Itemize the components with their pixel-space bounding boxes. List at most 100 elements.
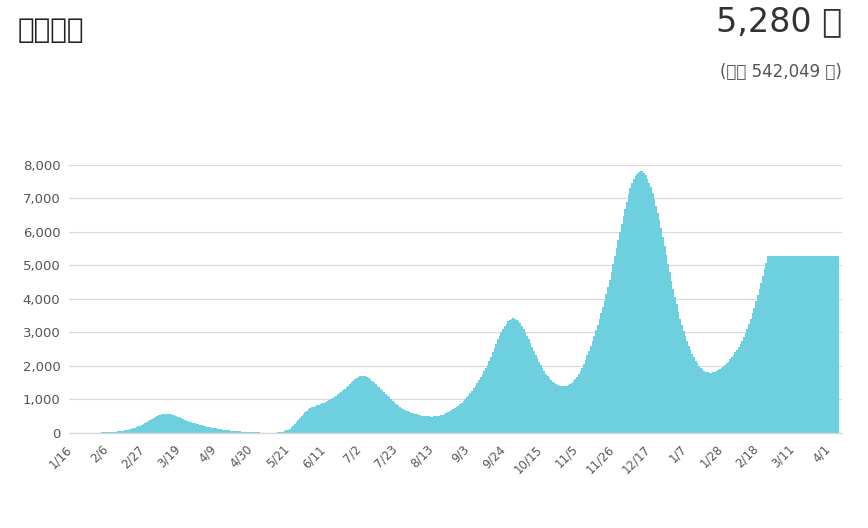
Bar <box>328 400 330 433</box>
Bar <box>289 429 291 433</box>
Bar <box>610 272 612 433</box>
Bar <box>478 380 480 433</box>
Bar <box>237 431 239 433</box>
Bar <box>552 382 554 433</box>
Bar <box>235 431 237 433</box>
Bar <box>345 388 347 433</box>
Bar <box>671 281 673 433</box>
Bar <box>430 417 431 433</box>
Bar <box>435 416 437 433</box>
Bar <box>218 429 220 433</box>
Bar <box>585 360 587 433</box>
Bar <box>392 401 394 433</box>
Bar <box>242 432 244 433</box>
Bar <box>590 346 592 433</box>
Bar <box>363 376 365 433</box>
Bar <box>358 377 359 433</box>
Bar <box>466 398 468 433</box>
Bar <box>354 379 356 433</box>
Bar <box>450 410 452 433</box>
Bar <box>582 367 583 433</box>
Bar <box>377 385 378 433</box>
Bar <box>648 183 650 433</box>
Bar <box>524 332 526 433</box>
Bar <box>168 413 170 433</box>
Bar <box>403 409 404 433</box>
Bar <box>227 430 228 433</box>
Bar <box>335 395 337 433</box>
Bar <box>134 428 135 433</box>
Bar <box>444 414 445 433</box>
Bar <box>464 399 466 433</box>
Bar <box>445 413 447 433</box>
Bar <box>607 287 608 433</box>
Bar <box>685 336 687 433</box>
Bar <box>438 416 440 433</box>
Bar <box>703 371 705 433</box>
Bar <box>767 256 769 433</box>
Bar <box>612 264 614 433</box>
Bar <box>201 425 203 433</box>
Bar <box>325 402 326 433</box>
Bar <box>503 329 504 433</box>
Bar <box>114 432 115 433</box>
Bar <box>575 379 576 433</box>
Bar <box>578 374 580 433</box>
Bar <box>750 318 752 433</box>
Bar <box>793 256 794 433</box>
Bar <box>643 173 645 433</box>
Bar <box>240 431 242 433</box>
Bar <box>125 430 127 433</box>
Bar <box>442 414 444 433</box>
Bar <box>239 431 240 433</box>
Bar <box>463 401 464 433</box>
Bar <box>172 414 174 433</box>
Bar <box>366 377 368 433</box>
Bar <box>738 347 740 433</box>
Bar <box>332 398 333 433</box>
Bar <box>247 432 249 433</box>
Bar <box>175 416 177 433</box>
Bar <box>108 432 110 433</box>
Bar <box>573 381 575 433</box>
Bar <box>153 418 155 433</box>
Bar <box>128 429 130 433</box>
Bar <box>112 432 114 433</box>
Bar <box>636 174 638 433</box>
Bar <box>339 393 340 433</box>
Bar <box>633 178 635 433</box>
Bar <box>640 171 641 433</box>
Bar <box>279 432 280 433</box>
Bar <box>351 382 352 433</box>
Bar <box>118 431 120 433</box>
Bar <box>167 413 168 433</box>
Bar <box>249 432 251 433</box>
Bar <box>834 256 836 433</box>
Bar <box>130 429 132 433</box>
Bar <box>810 256 812 433</box>
Bar <box>748 324 750 433</box>
Bar <box>203 426 205 433</box>
Bar <box>165 413 167 433</box>
Bar <box>385 394 387 433</box>
Bar <box>801 256 803 433</box>
Bar <box>815 256 817 433</box>
Bar <box>776 256 778 433</box>
Bar <box>253 432 254 433</box>
Bar <box>710 373 712 433</box>
Bar <box>812 256 813 433</box>
Bar <box>477 383 478 433</box>
Bar <box>399 407 401 433</box>
Bar <box>824 256 825 433</box>
Bar <box>667 263 669 433</box>
Bar <box>778 256 779 433</box>
Bar <box>490 357 492 433</box>
Bar <box>361 376 363 433</box>
Bar <box>210 428 212 433</box>
Bar <box>764 269 766 433</box>
Bar <box>589 351 590 433</box>
Bar <box>387 395 389 433</box>
Bar <box>792 256 793 433</box>
Bar <box>497 340 499 433</box>
Bar <box>499 336 501 433</box>
